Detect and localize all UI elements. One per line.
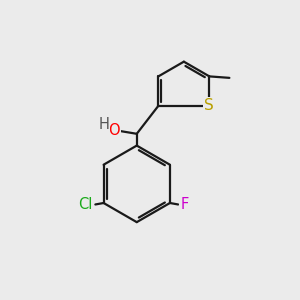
- Text: S: S: [205, 98, 214, 113]
- Text: H: H: [98, 118, 109, 133]
- Text: F: F: [181, 197, 189, 212]
- Text: O: O: [108, 123, 120, 138]
- Text: Cl: Cl: [78, 197, 92, 212]
